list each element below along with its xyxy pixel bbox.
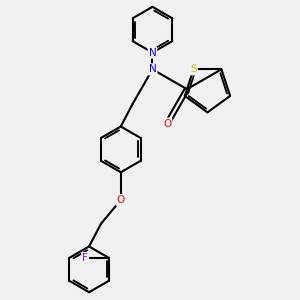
Text: N: N <box>148 64 156 74</box>
Text: N: N <box>148 48 156 58</box>
Text: F: F <box>82 253 88 263</box>
Text: O: O <box>163 118 171 129</box>
Text: S: S <box>190 64 197 74</box>
Text: O: O <box>117 195 125 205</box>
